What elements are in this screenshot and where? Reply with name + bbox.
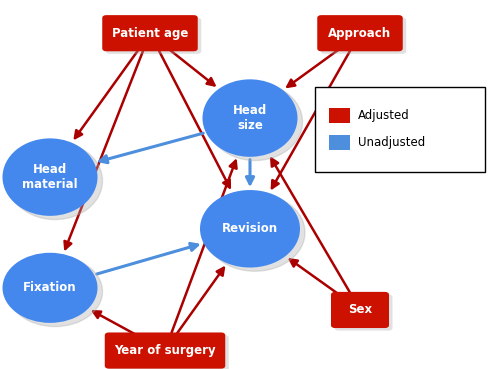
FancyBboxPatch shape (105, 332, 225, 369)
Text: Revision: Revision (222, 222, 278, 235)
Ellipse shape (208, 83, 302, 161)
Text: Fixation: Fixation (23, 281, 77, 294)
FancyBboxPatch shape (331, 292, 389, 328)
Text: Patient age: Patient age (112, 27, 188, 40)
FancyBboxPatch shape (102, 15, 198, 51)
Ellipse shape (200, 190, 300, 268)
Text: Adjusted: Adjusted (358, 109, 410, 122)
Text: Head
size: Head size (233, 104, 267, 132)
FancyBboxPatch shape (106, 18, 201, 54)
FancyBboxPatch shape (108, 335, 229, 369)
FancyBboxPatch shape (315, 87, 485, 172)
Ellipse shape (2, 138, 98, 216)
FancyBboxPatch shape (321, 18, 406, 54)
Ellipse shape (205, 194, 305, 271)
FancyBboxPatch shape (329, 135, 350, 151)
Text: Approach: Approach (328, 27, 392, 40)
Text: Year of surgery: Year of surgery (114, 344, 216, 357)
Ellipse shape (8, 142, 102, 220)
FancyBboxPatch shape (329, 108, 350, 123)
Ellipse shape (2, 253, 98, 323)
Text: Unadjusted: Unadjusted (358, 136, 426, 149)
Ellipse shape (202, 79, 298, 157)
Text: Sex: Sex (348, 303, 372, 317)
Ellipse shape (8, 256, 102, 327)
FancyBboxPatch shape (334, 294, 392, 331)
FancyBboxPatch shape (318, 15, 402, 51)
Text: Head
material: Head material (22, 163, 78, 191)
